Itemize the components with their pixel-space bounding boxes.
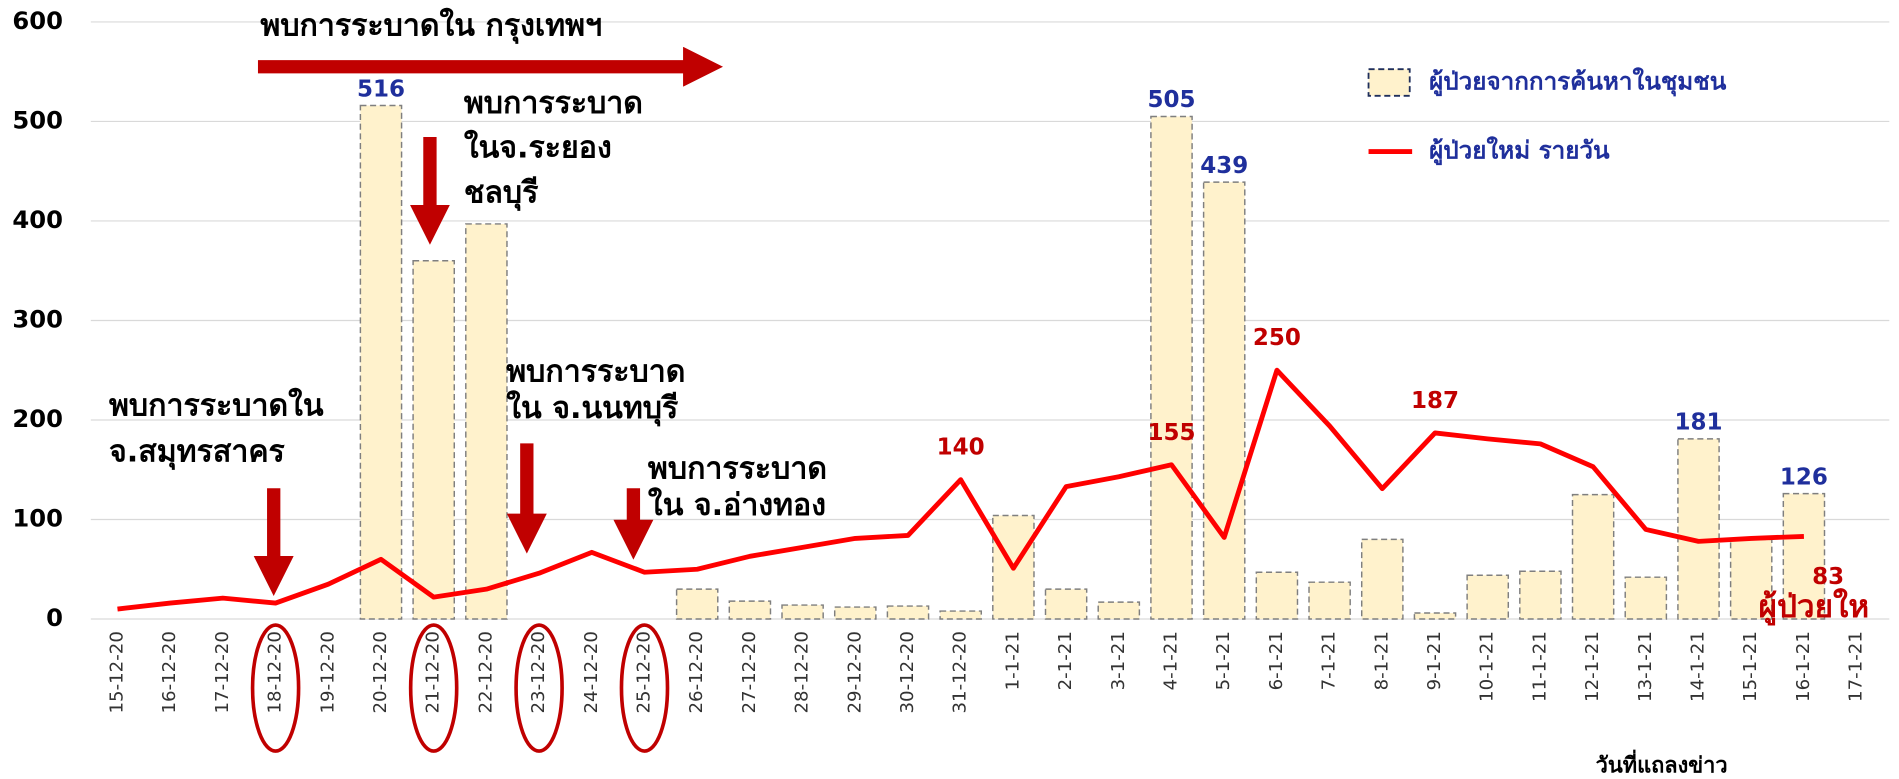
x-tick-label: 23-12-20 [528, 631, 549, 713]
legend-label: ผู้ป่วยจากการค้นหาในชุมชน [1429, 66, 1727, 97]
bar [1044, 588, 1088, 620]
annotation: ในจ.ระยอง [464, 130, 612, 166]
x-tick-label: 13-1-21 [1635, 631, 1656, 702]
x-tick-label: 15-12-20 [106, 631, 127, 713]
y-tick-label: 200 [12, 405, 63, 433]
x-tick-label: 14-1-21 [1688, 631, 1709, 702]
x-tick-label: 27-12-20 [739, 631, 760, 713]
x-tick-label: 31-12-20 [950, 631, 971, 713]
annotation: พบการระบาดใน [109, 388, 324, 424]
bar [465, 223, 508, 620]
highlight-ellipse [514, 623, 564, 753]
x-tick-label: 25-12-20 [633, 631, 654, 713]
line-data-label: 250 [1253, 325, 1301, 351]
bar [675, 588, 719, 620]
x-tick-label: 8-1-21 [1371, 631, 1392, 690]
bar [886, 605, 930, 620]
annotation: ใน จ.อ่างทอง [648, 487, 826, 523]
annotation: พบการระบาด [648, 452, 827, 487]
annotation: ใน จ.นนทบุรี [506, 390, 679, 427]
annotation: ผู้ป่วยให [1759, 588, 1870, 626]
x-tick-label: 26-12-20 [686, 631, 707, 713]
x-tick-label: 9-1-21 [1424, 631, 1445, 690]
y-tick-label: 500 [12, 106, 63, 134]
bar-data-label: 126 [1780, 464, 1828, 490]
highlight-ellipse [250, 623, 301, 753]
highlight-ellipse [619, 623, 670, 753]
bar [1360, 538, 1404, 620]
x-tick-label: 6-1-21 [1266, 631, 1287, 690]
x-tick-label: 11-1-21 [1529, 631, 1550, 702]
bar [1308, 581, 1351, 620]
x-tick-label: 15-1-21 [1740, 631, 1761, 702]
x-tick-label: 3-1-21 [1108, 631, 1129, 690]
x-tick-label: 30-12-20 [897, 631, 918, 713]
bar [833, 606, 877, 620]
line-data-label: 83 [1812, 564, 1844, 590]
bar-data-label: 181 [1675, 410, 1723, 436]
legend-swatch [1367, 68, 1411, 97]
annotation: ชลบุรี [464, 175, 539, 211]
bar [1782, 492, 1826, 620]
annotation: พบการระบาด [506, 355, 685, 390]
x-tick-label: 29-12-20 [844, 631, 865, 713]
x-tick-label: 5-1-21 [1213, 631, 1234, 690]
bar [1097, 601, 1141, 620]
y-tick-label: 300 [12, 305, 63, 333]
x-tick-label: 7-1-21 [1319, 631, 1340, 690]
x-tick-label: 12-1-21 [1582, 631, 1603, 702]
bar [1466, 574, 1510, 620]
x-tick-label: 10-1-21 [1477, 631, 1498, 702]
y-tick-label: 600 [12, 7, 63, 35]
x-tick-label: 20-12-20 [370, 631, 391, 713]
bar [1202, 181, 1246, 620]
bar-data-label: 516 [357, 76, 405, 102]
x-tick-label: 24-12-20 [581, 631, 602, 713]
annotation: พบการระบาด [464, 86, 643, 121]
bar [1255, 571, 1299, 620]
highlight-ellipse [408, 623, 459, 753]
x-tick-label: 1-1-21 [1002, 631, 1023, 690]
bar [359, 104, 403, 620]
x-tick-label: 22-12-20 [475, 631, 496, 713]
bar [728, 600, 772, 620]
x-tick-label: 28-12-20 [792, 631, 813, 713]
x-tick-label: 16-12-20 [159, 631, 180, 713]
bar [781, 604, 824, 620]
x-tick-label: 4-1-21 [1160, 631, 1181, 690]
bar [1677, 438, 1720, 620]
bar [412, 260, 455, 620]
line-data-label: 187 [1411, 388, 1459, 414]
x-axis-label: วันที่แถลงข่าว [1596, 750, 1728, 779]
annotation: พบการระบาดใน กรุงเทพฯ [260, 7, 602, 44]
bar-data-label: 439 [1200, 153, 1248, 179]
bar-data-label: 505 [1147, 87, 1195, 113]
bar [1413, 612, 1457, 620]
x-tick-label: 21-12-20 [423, 631, 444, 713]
line-data-label: 140 [937, 435, 985, 461]
y-tick-label: 100 [12, 504, 63, 532]
y-tick-label: 0 [46, 604, 63, 632]
x-tick-label: 16-1-21 [1793, 631, 1814, 702]
bar [1571, 493, 1615, 620]
x-tick-label: 17-12-20 [212, 631, 233, 713]
x-tick-label: 2-1-21 [1055, 631, 1076, 690]
line-data-label: 155 [1147, 420, 1195, 446]
bar [1519, 570, 1562, 620]
bar [1624, 576, 1668, 620]
x-tick-label: 19-12-20 [317, 631, 338, 713]
annotation: จ.สมุทรสาคร [109, 435, 286, 471]
line [117, 367, 1804, 612]
x-tick-label: 18-12-20 [265, 631, 286, 713]
legend-label: ผู้ป่วยใหม่ รายวัน [1429, 136, 1610, 166]
y-tick-label: 400 [12, 206, 63, 234]
bar [939, 610, 983, 620]
bar [1150, 115, 1193, 620]
x-tick-label: 17-1-21 [1846, 631, 1867, 702]
